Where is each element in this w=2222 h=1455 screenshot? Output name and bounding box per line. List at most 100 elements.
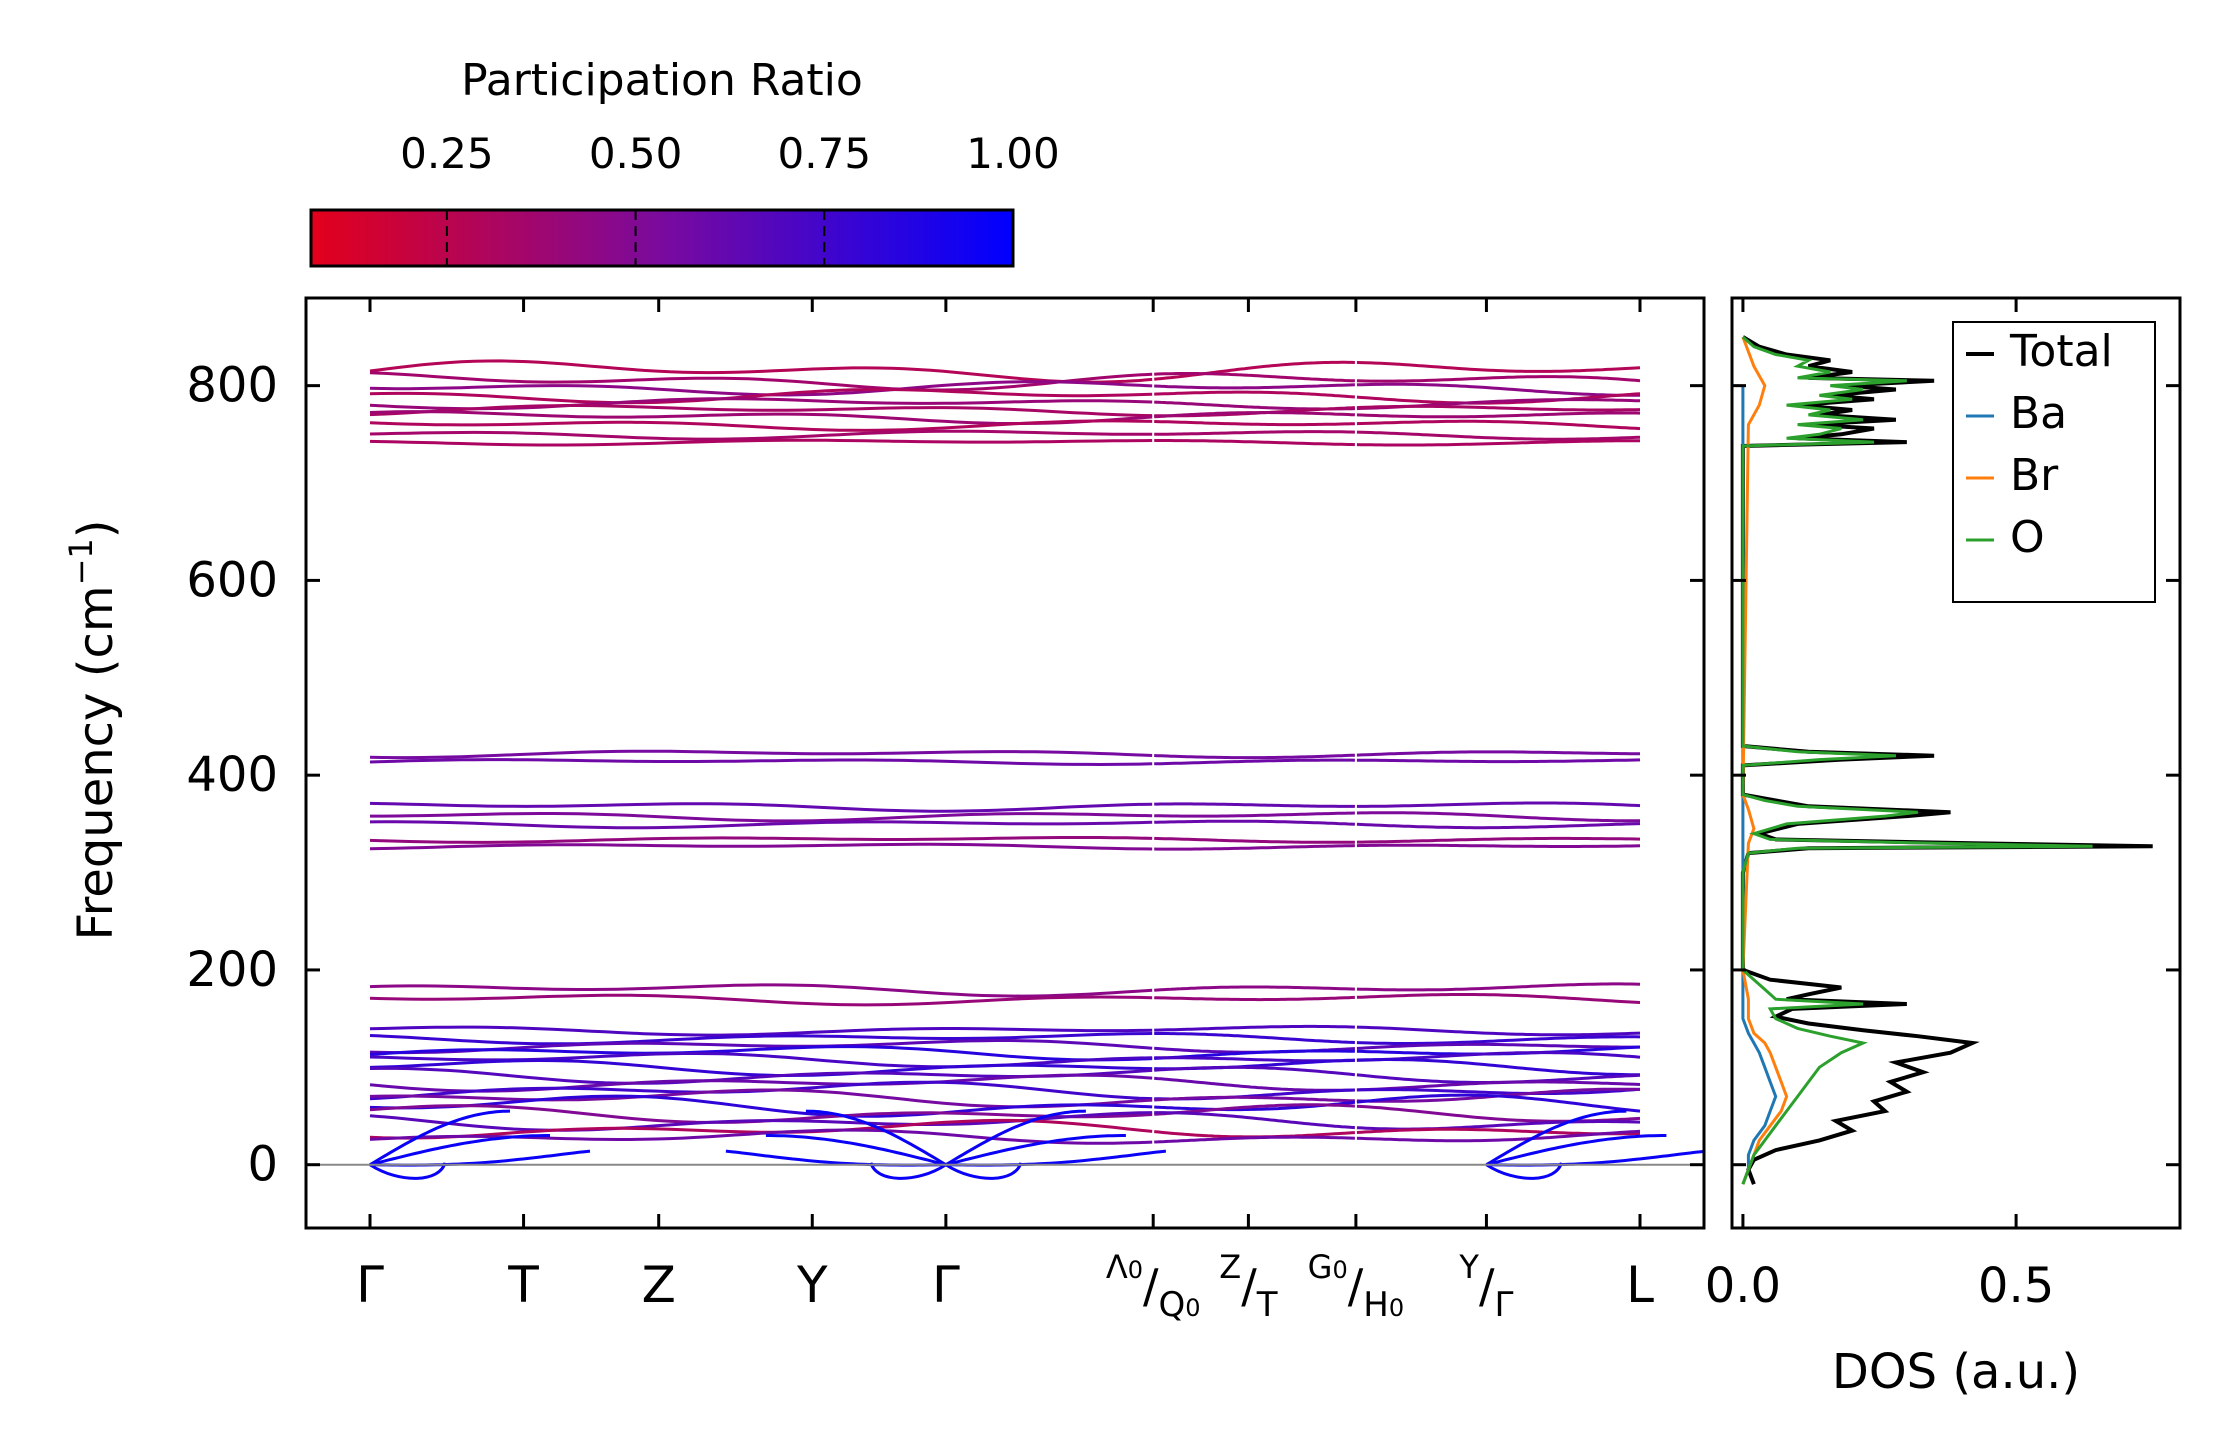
acoustic-band bbox=[369, 1109, 511, 1166]
phonon-band bbox=[1154, 411, 1355, 419]
phonon-band bbox=[1154, 1135, 1355, 1144]
phonon-band bbox=[369, 429, 1153, 441]
label-a: Z bbox=[1219, 1248, 1241, 1286]
phonon-band bbox=[1154, 1095, 1355, 1103]
phonon-band bbox=[370, 812, 1153, 823]
y-tick-label: 200 bbox=[186, 942, 278, 998]
label-sep: / bbox=[1143, 1259, 1159, 1313]
label-b: Q bbox=[1159, 1285, 1186, 1325]
phonon-band bbox=[1154, 844, 1355, 851]
legend-label: Br bbox=[2010, 450, 2059, 501]
phonon-band bbox=[1356, 1042, 1641, 1050]
dos-legend-items: Total Ba Br O bbox=[1966, 326, 2113, 563]
x-tick-label: T bbox=[507, 1256, 539, 1314]
dos-legend-box bbox=[1952, 321, 2156, 603]
x-tick-label: Y bbox=[796, 1256, 828, 1314]
acoustic-band bbox=[725, 1149, 946, 1167]
phonon-band bbox=[1154, 753, 1355, 760]
phonon-band bbox=[1356, 801, 1641, 808]
acoustic-band bbox=[805, 1109, 947, 1166]
label-sep: / bbox=[1241, 1259, 1257, 1313]
phonon-band bbox=[1154, 836, 1355, 844]
phonon-band bbox=[369, 820, 1153, 830]
legend-label: Total bbox=[2009, 326, 2113, 377]
phonon-band bbox=[369, 1032, 1153, 1046]
y-tick-label: 400 bbox=[186, 747, 278, 803]
phonon-band bbox=[369, 801, 1153, 813]
dos-series-o bbox=[1741, 335, 2093, 1185]
colorbar-tick-labels: 0.25 0.50 0.75 1.00 bbox=[400, 129, 1060, 178]
phonon-band bbox=[1154, 439, 1355, 447]
phonon-band bbox=[1356, 982, 1641, 992]
dos-lines bbox=[1740, 335, 2153, 1185]
phonon-band bbox=[369, 371, 1153, 392]
dos-legend: Total Ba Br O bbox=[1952, 321, 2156, 603]
phonon-band bbox=[369, 749, 1153, 760]
phonon-band bbox=[1356, 392, 1641, 405]
label-a-sub: 0 bbox=[1128, 1256, 1143, 1284]
phonon-band bbox=[369, 842, 1153, 851]
acoustic-band bbox=[1485, 1109, 1627, 1166]
x-tick-label-compound: Λ0/Q0 bbox=[1106, 1248, 1201, 1325]
phonon-band bbox=[369, 836, 1153, 844]
x-tick-label-compound: Z/T bbox=[1219, 1248, 1277, 1325]
phonon-band bbox=[1154, 1111, 1355, 1130]
label-sep: / bbox=[1479, 1259, 1495, 1313]
x-tick-label: Z bbox=[642, 1256, 676, 1314]
acoustic-loop bbox=[945, 1162, 1023, 1180]
phonon-band bbox=[1154, 819, 1355, 826]
phonon-band bbox=[369, 1058, 1153, 1078]
y-tick-label: 0 bbox=[247, 1137, 278, 1193]
phonon-band bbox=[1154, 372, 1355, 383]
colorbar-gradient bbox=[309, 208, 1015, 268]
phonon-band bbox=[1356, 1025, 1641, 1037]
phonon-band bbox=[1154, 390, 1356, 399]
colorbar-tick-label: 1.00 bbox=[966, 129, 1060, 178]
colorbar-tick-label: 0.25 bbox=[400, 129, 494, 178]
acoustic-band bbox=[945, 1134, 1126, 1167]
phonon-band bbox=[1154, 811, 1355, 818]
label-a-sub: 0 bbox=[1332, 1256, 1347, 1284]
phonon-band bbox=[369, 404, 1153, 418]
x-tick-label: Γ bbox=[932, 1256, 960, 1314]
acoustic-loop bbox=[869, 1162, 947, 1180]
colorbar-tick-label: 0.50 bbox=[589, 129, 683, 178]
acoustic-band bbox=[369, 1149, 591, 1167]
phonon-band bbox=[1356, 361, 1641, 373]
phonon-band bbox=[1356, 1129, 1641, 1143]
x-tick-label: Γ bbox=[356, 1256, 384, 1314]
phonon-band bbox=[1154, 995, 1355, 1002]
phonon-band bbox=[1356, 411, 1641, 419]
phonon-band bbox=[1356, 404, 1641, 412]
y-tick-label: 600 bbox=[186, 552, 278, 608]
phonon-band bbox=[1154, 430, 1355, 436]
phonon-band bbox=[1356, 382, 1640, 397]
phonon-band bbox=[1356, 1120, 1641, 1131]
label-b: T bbox=[1256, 1285, 1278, 1325]
label-a: Y bbox=[1458, 1248, 1479, 1286]
y-tick-label: 800 bbox=[186, 358, 278, 414]
phonon-band bbox=[1356, 1087, 1641, 1095]
acoustic-band bbox=[765, 1134, 947, 1167]
x-tick-label-compound: G0/H0 bbox=[1308, 1248, 1404, 1325]
label-a: Λ bbox=[1106, 1248, 1128, 1286]
phonon-band bbox=[1356, 1058, 1640, 1077]
phonon-band bbox=[369, 438, 1153, 447]
phonon-band bbox=[1356, 439, 1640, 447]
phonon-band bbox=[369, 1094, 1153, 1118]
phonon-band bbox=[1154, 758, 1355, 766]
phonon-band bbox=[369, 993, 1153, 1007]
phonon-band bbox=[1356, 419, 1641, 431]
phonon-band bbox=[1154, 1032, 1355, 1044]
phonon-band bbox=[1356, 993, 1641, 1004]
phonon-band bbox=[1154, 985, 1355, 992]
label-b: Γ bbox=[1494, 1285, 1513, 1325]
dos-frame bbox=[1730, 296, 2182, 1230]
acoustic-band bbox=[945, 1149, 1167, 1167]
dos-series-br bbox=[1741, 336, 1789, 1185]
band-frame bbox=[304, 296, 1706, 1230]
phonon-band bbox=[1356, 1035, 1641, 1045]
